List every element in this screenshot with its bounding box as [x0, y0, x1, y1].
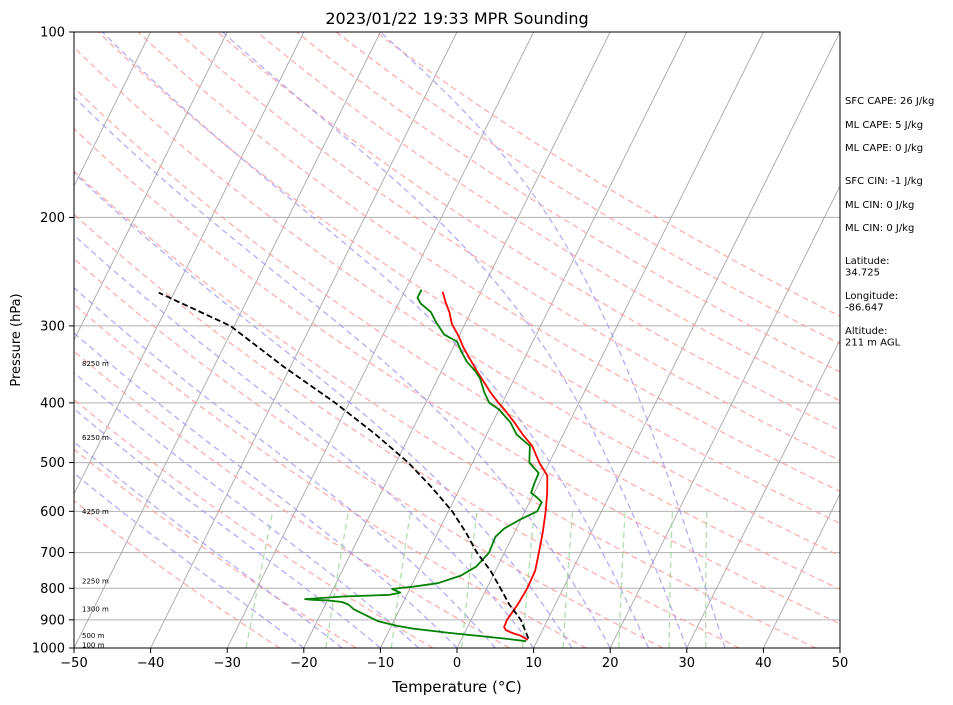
height-label: 500 m	[82, 632, 105, 640]
height-label: 1300 m	[82, 606, 109, 614]
height-label: 2250 m	[82, 577, 109, 585]
y-tick-label: 300	[40, 319, 65, 334]
isotherm-line	[456, 32, 764, 648]
dry-adiabat-line	[296, 32, 840, 373]
sounding-parameter: Latitude: 34.725	[845, 256, 890, 279]
y-tick-label: 400	[40, 396, 65, 411]
y-tick-label: 600	[40, 505, 65, 520]
x-tick-label: 40	[755, 656, 772, 671]
moist-adiabat-line	[379, 32, 726, 648]
dry-adiabat-line	[74, 257, 663, 648]
sounding-parameters: SFC CAPE: 26 J/kg ML CAPE: 5 J/kg ML CAPE:…	[845, 96, 934, 349]
chart-title: 2023/01/22 19:33 MPR Sounding	[325, 9, 588, 28]
temperature-profile-line	[441, 291, 549, 641]
moist-adiabat-line	[74, 96, 611, 648]
moist-adiabat-line	[74, 286, 496, 648]
dry-adiabat-line	[74, 398, 434, 648]
axes: −50 −40 −30 −20 −10 0 10 20 30 40 50 100 200 300 400 50…	[32, 26, 848, 672]
isotherm-line	[74, 32, 381, 648]
sounding-parameter: ML CIN: 0 J/kg	[845, 223, 914, 234]
x-tick-label: −50	[60, 656, 87, 671]
moist-adiabat-line	[74, 441, 343, 648]
x-tick-label: 30	[679, 656, 696, 671]
isotherm-line	[533, 32, 840, 648]
y-tick-label: 700	[40, 546, 65, 561]
profile-lines	[158, 289, 549, 643]
dry-adiabat-line	[74, 170, 817, 648]
height-label: 100 m	[82, 641, 105, 649]
x-tick-label: 10	[525, 656, 542, 671]
sounding-parameter: SFC CAPE: 26 J/kg	[845, 96, 934, 107]
sounding-parameter: Longitude: -86.647	[845, 291, 898, 314]
dry-adiabat-line	[74, 448, 357, 648]
y-tick-label: 1000	[32, 642, 65, 657]
dewpoint-profile-line	[304, 289, 543, 643]
mixing-ratio-line	[668, 511, 674, 648]
dry-adiabat-line	[216, 32, 840, 432]
isotherm-line	[762, 492, 840, 648]
mixing-ratio-line	[705, 511, 708, 648]
moist-adiabat-line	[222, 32, 688, 648]
dry-adiabat-line	[74, 350, 510, 648]
dry-adiabat-line	[335, 32, 840, 345]
moist-adiabat-line	[74, 332, 458, 648]
y-tick-label: 800	[40, 582, 65, 597]
sounding-parameter: Altitude: 211 m AGL	[845, 326, 901, 349]
dry-adiabat-line	[177, 32, 840, 462]
background-lines	[74, 32, 840, 648]
moist-adiabat-line	[74, 472, 305, 648]
moist-adiabat-line	[101, 32, 650, 648]
y-tick-label: 500	[40, 456, 65, 471]
isotherm-line	[609, 184, 840, 648]
isotherm-line	[686, 338, 840, 648]
sounding-parameter: ML CAPE: 5 J/kg	[845, 120, 923, 131]
isotherm-line	[74, 32, 305, 496]
mixing-ratio-line	[325, 511, 350, 648]
height-label: 4250 m	[82, 508, 109, 516]
isotherm-line	[74, 32, 228, 342]
sounding-parameter: ML CAPE: 0 J/kg	[845, 143, 923, 154]
sounding-parameter: SFC CIN: -1 J/kg	[845, 176, 923, 187]
y-tick-label: 200	[40, 211, 65, 226]
x-tick-label: 50	[832, 656, 849, 671]
mixing-ratio-line	[461, 511, 478, 648]
dry-adiabat-line	[74, 303, 587, 648]
isotherm-line	[303, 32, 611, 648]
isotherm-line	[74, 32, 152, 188]
x-tick-label: −10	[367, 656, 394, 671]
moist-adiabat-line	[74, 234, 535, 648]
y-tick-label: 900	[40, 613, 65, 628]
x-tick-label: 0	[453, 656, 461, 671]
isotherm-line	[150, 32, 458, 648]
x-tick-label: −40	[137, 656, 164, 671]
y-tick-label: 100	[40, 26, 65, 41]
parcel-profile-line	[158, 291, 530, 639]
height-label: 8250 m	[82, 360, 109, 368]
x-tick-label: −20	[290, 656, 317, 671]
dry-adiabat-line	[97, 32, 840, 524]
dry-adiabat-line	[74, 86, 840, 591]
x-tick-label: −30	[213, 656, 240, 671]
x-tick-label: 20	[602, 656, 619, 671]
y-axis-label: Pressure (hPa)	[9, 293, 24, 386]
isotherm-line	[226, 32, 535, 648]
sounding-parameter: ML CIN: 0 J/kg	[845, 200, 914, 211]
x-axis-label: Temperature (°C)	[391, 678, 521, 696]
moist-adiabat-line	[74, 407, 381, 648]
dry-adiabat-line	[74, 213, 740, 648]
height-label: 6250 m	[82, 434, 109, 442]
dry-adiabat-line	[137, 32, 840, 493]
isotherm-line	[379, 32, 688, 648]
dry-adiabat-line	[74, 127, 840, 625]
mixing-ratio-line	[245, 511, 274, 648]
moist-adiabat-line	[74, 171, 573, 648]
